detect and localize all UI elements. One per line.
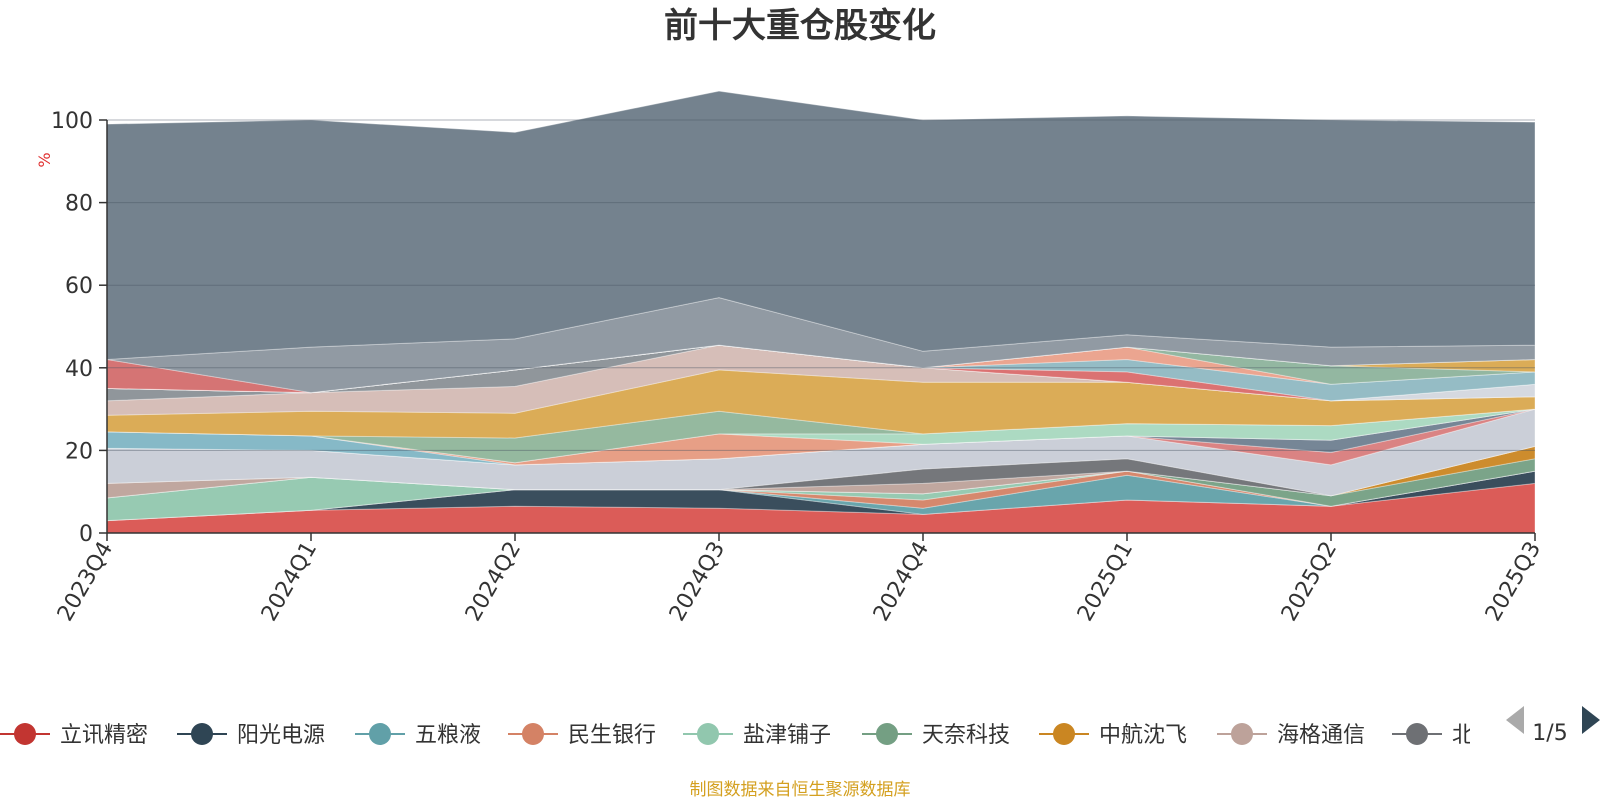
legend-dot-icon bbox=[14, 723, 36, 745]
legend-dot-icon bbox=[876, 723, 898, 745]
data-source-note: 制图数据来自恒生聚源数据库 bbox=[690, 780, 911, 800]
legend-dot-icon bbox=[191, 723, 213, 745]
legend-dot-icon bbox=[1406, 723, 1428, 745]
x-tick-label: 2024Q1 bbox=[257, 538, 322, 626]
chart-title: 前十大重仓股变化 bbox=[664, 6, 936, 46]
x-tick-label: 2025Q1 bbox=[1073, 538, 1138, 626]
y-tick-label: 60 bbox=[65, 274, 93, 299]
legend-label: 五粮液 bbox=[415, 723, 481, 748]
y-tick-label: 20 bbox=[65, 439, 93, 464]
legend-label: 民生银行 bbox=[568, 723, 656, 748]
series-area-29[interactable] bbox=[106, 90, 1536, 361]
legend-label: 盐津铺子 bbox=[743, 723, 831, 748]
x-tick-label: 2024Q4 bbox=[869, 538, 934, 626]
x-tick-label: 2024Q3 bbox=[665, 538, 730, 626]
legend-page-indicator: 1/5 bbox=[1532, 721, 1567, 746]
legend-dot-icon bbox=[1053, 723, 1075, 745]
legend-item[interactable]: 北方华创 bbox=[1392, 723, 1540, 748]
y-tick-label: 100 bbox=[51, 109, 93, 134]
prev-page-icon[interactable] bbox=[1506, 706, 1524, 734]
x-tick-label: 2023Q4 bbox=[53, 538, 118, 626]
x-tick-label: 2025Q3 bbox=[1481, 538, 1546, 626]
legend-items: 立讯精密 阳光电源 五粮液 民生银行 盐津铺子 天奈科技 中航沈飞 海格通信 北方华创 bbox=[0, 723, 1540, 748]
legend-item[interactable]: 天奈科技 bbox=[862, 723, 1010, 748]
legend-dot-icon bbox=[369, 723, 391, 745]
legend-dot-icon bbox=[697, 723, 719, 745]
legend-item[interactable]: 民生银行 bbox=[508, 723, 656, 748]
legend-dot-icon bbox=[1231, 723, 1253, 745]
legend-label: 阳光电源 bbox=[237, 723, 325, 748]
legend-pager: 1/5 bbox=[1506, 706, 1600, 746]
x-tick-label: 2025Q2 bbox=[1277, 538, 1342, 626]
legend-label: 中航沈飞 bbox=[1099, 723, 1187, 748]
legend-item[interactable]: 盐津铺子 bbox=[683, 723, 831, 748]
legend-label: 北方华创 bbox=[1452, 723, 1540, 748]
y-tick-label: 40 bbox=[65, 357, 93, 382]
legend-item[interactable]: 中航沈飞 bbox=[1039, 723, 1187, 748]
x-tick-label: 2024Q2 bbox=[461, 538, 526, 626]
legend-label: 立讯精密 bbox=[60, 723, 148, 748]
series-layer bbox=[106, 90, 1536, 534]
y-tick-label: 80 bbox=[65, 192, 93, 217]
legend-label: 海格通信 bbox=[1277, 723, 1365, 748]
legend-item[interactable]: 海格通信 bbox=[1217, 723, 1365, 748]
y-axis-unit: % bbox=[35, 152, 54, 167]
legend-item[interactable]: 五粮液 bbox=[355, 723, 481, 748]
grid-layer bbox=[107, 119, 1535, 451]
legend: 立讯精密 阳光电源 五粮液 民生银行 盐津铺子 天奈科技 中航沈飞 海格通信 北方华创 bbox=[0, 723, 1540, 748]
legend-item[interactable]: 阳光电源 bbox=[177, 723, 325, 748]
legend-dot-icon bbox=[522, 723, 544, 745]
next-page-icon[interactable] bbox=[1582, 706, 1600, 734]
legend-item[interactable]: 立讯精密 bbox=[0, 723, 148, 748]
y-tick-label: 0 bbox=[79, 522, 93, 547]
legend-label: 天奈科技 bbox=[922, 723, 1010, 748]
